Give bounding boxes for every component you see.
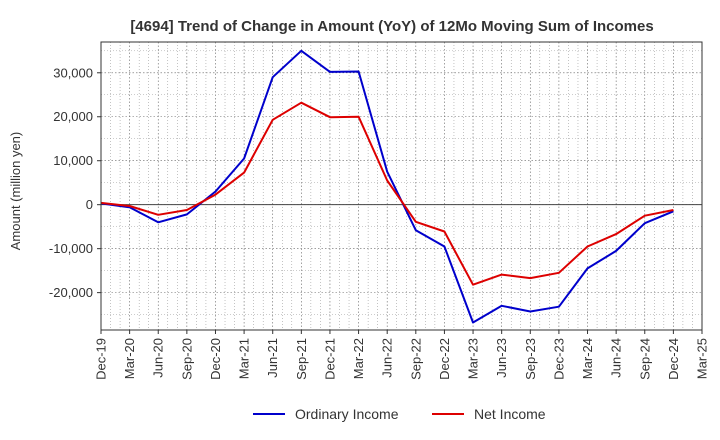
y-axis-label: Amount (million yen) xyxy=(8,132,23,251)
series-line-ordinary-income xyxy=(100,49,674,324)
x-tick-label: Jun-20 xyxy=(151,338,166,378)
y-tick-label: 0 xyxy=(86,197,93,212)
x-tick-label: Jun-22 xyxy=(380,338,395,378)
grid-lines xyxy=(100,42,703,330)
x-tick-label: Mar-24 xyxy=(580,338,595,379)
y-tick-labels: 30,000 20,000 10,000 0 -10,000 -20,000 xyxy=(49,65,101,300)
x-tick-label: Sep-21 xyxy=(294,338,309,380)
x-tick-label: Sep-23 xyxy=(523,338,538,380)
series-line-net-income xyxy=(100,101,674,286)
x-tick-label: Dec-21 xyxy=(322,338,337,380)
x-tick-label: Dec-20 xyxy=(208,338,223,380)
x-tick-label: Jun-24 xyxy=(609,338,624,378)
x-tick-label: Mar-22 xyxy=(351,338,366,379)
x-tick-label: Sep-24 xyxy=(637,338,652,380)
x-tick-label: Sep-20 xyxy=(179,338,194,380)
plot-frame xyxy=(100,41,703,331)
x-tick-label: Sep-22 xyxy=(408,338,423,380)
legend-label-ordinary-income: Ordinary Income xyxy=(295,406,399,422)
y-tick-label: 10,000 xyxy=(53,153,93,168)
series-lines xyxy=(100,49,674,324)
x-tick-label: Jun-23 xyxy=(494,338,509,378)
x-tick-label: Dec-23 xyxy=(551,338,566,380)
x-tick-label: Jun-21 xyxy=(265,338,280,378)
x-tick-label: Dec-19 xyxy=(94,338,109,380)
legend-label-net-income: Net Income xyxy=(474,406,546,422)
x-tick-label: Dec-24 xyxy=(666,338,681,380)
legend: Ordinary Income Net Income xyxy=(253,406,546,422)
y-tick-label: -10,000 xyxy=(49,241,93,256)
x-tick-label: Mar-23 xyxy=(466,338,481,379)
x-tick-label: Dec-22 xyxy=(437,338,452,380)
y-tick-label: -20,000 xyxy=(49,285,93,300)
y-tick-label: 20,000 xyxy=(53,109,93,124)
x-tick-labels: Dec-19 Mar-20 Jun-20 Sep-20 Dec-20 Mar-21 Jun-… xyxy=(94,330,710,380)
x-tick-label: Mar-25 xyxy=(695,338,710,379)
chart-title: [4694] Trend of Change in Amount (YoY) o… xyxy=(130,18,653,35)
y-tick-label: 30,000 xyxy=(53,65,93,80)
x-tick-label: Mar-21 xyxy=(237,338,252,379)
x-tick-label: Mar-20 xyxy=(122,338,137,379)
